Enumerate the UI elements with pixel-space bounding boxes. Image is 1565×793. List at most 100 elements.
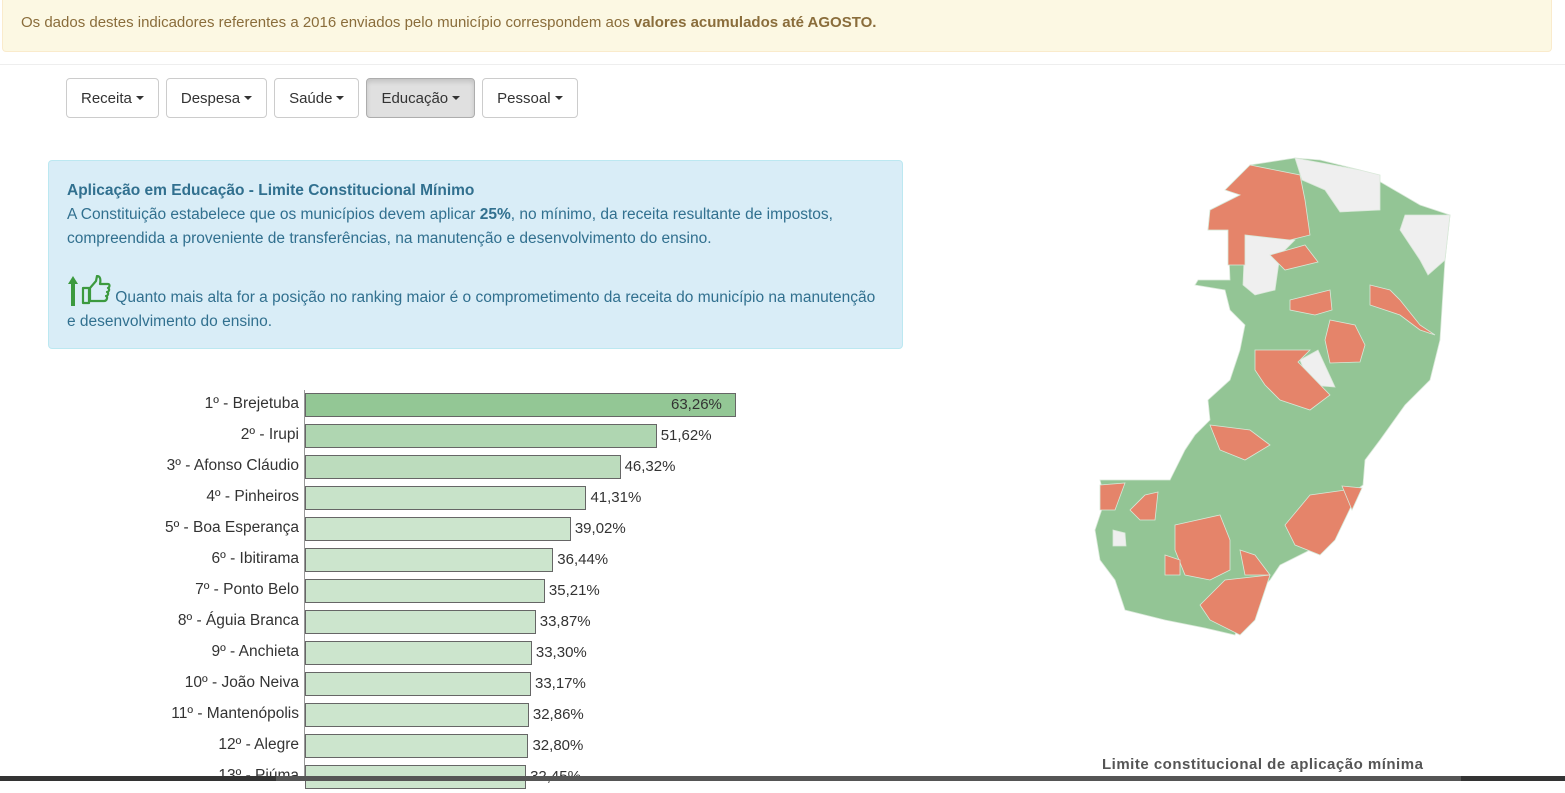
button-label: Despesa bbox=[180, 89, 241, 107]
ranking-bar-chart: 1º - Brejetuba 63,26% 2º - Irupi 51,62% 3º -… bbox=[0, 390, 900, 789]
caret-down-icon bbox=[336, 96, 345, 100]
category-menu: Receita Despesa Saúde Educação Pessoal bbox=[66, 78, 578, 118]
municipality-below-limit[interactable] bbox=[1174, 514, 1231, 581]
button-label: Saúde bbox=[289, 89, 333, 107]
alert-bold-text: valores acumulados até AGOSTO. bbox=[633, 14, 877, 31]
percentage: 25% bbox=[479, 206, 511, 223]
bar[interactable] bbox=[305, 734, 529, 758]
caret-down-icon bbox=[135, 96, 144, 100]
bar[interactable] bbox=[305, 672, 531, 696]
thumbs-up-icon bbox=[81, 275, 111, 305]
horizontal-scrollbar[interactable] bbox=[0, 776, 1565, 781]
text: , no mínimo, da receita resultante de im… bbox=[67, 206, 833, 247]
municipality-below-limit[interactable] bbox=[1199, 574, 1271, 636]
bar-label: 1º - Brejetuba bbox=[204, 395, 299, 412]
municipality-below-limit[interactable] bbox=[1254, 349, 1331, 411]
caret-down-icon bbox=[244, 96, 253, 100]
menu-educacao-button[interactable]: Educação bbox=[366, 78, 476, 118]
bar-row: 2º - Irupi 51,62% bbox=[0, 421, 900, 452]
municipality-below-limit[interactable] bbox=[1209, 424, 1271, 461]
bar-row: 4º - Pinheiros 41,31% bbox=[0, 483, 900, 514]
menu-receita-button[interactable]: Receita bbox=[66, 78, 159, 118]
menu-pessoal-button[interactable]: Pessoal bbox=[482, 78, 578, 118]
municipality-no-data[interactable] bbox=[1242, 234, 1296, 296]
bar[interactable] bbox=[305, 548, 554, 572]
bar[interactable] bbox=[305, 579, 545, 603]
bar-label: 8º - Águia Branca bbox=[177, 612, 299, 629]
bar-row: 9º - Anchieta 33,30% bbox=[0, 638, 900, 669]
info-panel: Aplicação em Educação - Limite Constituc… bbox=[48, 160, 903, 349]
bar-value-label: 32,80% bbox=[532, 737, 584, 754]
menu-saude-button[interactable]: Saúde bbox=[274, 78, 360, 118]
bar-row: 8º - Águia Branca 33,87% bbox=[0, 607, 900, 638]
bar-label: 3º - Afonso Cláudio bbox=[166, 457, 299, 474]
bar-label: 2º - Irupi bbox=[240, 426, 299, 443]
map-title: Limite constitucional de aplicação mínim… bbox=[1102, 756, 1424, 773]
municipality-no-data[interactable] bbox=[1294, 157, 1381, 213]
municipality-below-limit[interactable] bbox=[1269, 244, 1319, 271]
bar-label: 11º - Mantenópolis bbox=[171, 705, 299, 722]
ranking-hint: Quanto mais alta for a posição no rankin… bbox=[67, 275, 884, 334]
text: Quanto mais alta for a posição no rankin… bbox=[67, 289, 876, 330]
bar-row: 3º - Afonso Cláudio 46,32% bbox=[0, 452, 900, 483]
bar[interactable] bbox=[305, 424, 657, 448]
bar-row: 7º - Ponto Belo 35,21% bbox=[0, 576, 900, 607]
municipality-below-limit[interactable] bbox=[1341, 485, 1363, 512]
bar[interactable] bbox=[305, 610, 536, 634]
info-description: A Constituição estabelece que os municíp… bbox=[67, 203, 884, 251]
data-notice-alert: Os dados destes indicadores referentes a… bbox=[2, 0, 1552, 52]
bar-value-label: 51,62% bbox=[660, 427, 712, 444]
bar[interactable] bbox=[305, 455, 621, 479]
municipality-below-limit[interactable] bbox=[1324, 319, 1366, 364]
bar-label: 10º - João Neiva bbox=[184, 674, 299, 691]
arrow-up-icon bbox=[68, 276, 78, 306]
button-label: Pessoal bbox=[497, 89, 551, 107]
menu-despesa-button[interactable]: Despesa bbox=[165, 78, 268, 118]
y-axis-line bbox=[304, 390, 305, 781]
bar-value-label: 33,87% bbox=[539, 613, 591, 630]
bar-row: 10º - João Neiva 33,17% bbox=[0, 669, 900, 700]
bar-value-label: 33,30% bbox=[535, 644, 587, 661]
bar-label: 4º - Pinheiros bbox=[206, 488, 299, 505]
bar-value-label: 39,02% bbox=[574, 520, 626, 537]
municipality-no-data[interactable] bbox=[1399, 214, 1451, 276]
municipality-below-limit[interactable] bbox=[1207, 164, 1311, 266]
bar-row: 5º - Boa Esperança 39,02% bbox=[0, 514, 900, 545]
municipality-below-limit[interactable] bbox=[1369, 284, 1436, 336]
state-outline-region[interactable] bbox=[1094, 157, 1451, 636]
municipality-below-limit[interactable] bbox=[1289, 289, 1333, 316]
bar-label: 6º - Ibitirama bbox=[211, 550, 300, 567]
caret-down-icon bbox=[452, 96, 461, 100]
caret-down-icon bbox=[554, 96, 563, 100]
bar-value-label: 32,86% bbox=[532, 706, 584, 723]
bar-value-label: 41,31% bbox=[590, 489, 642, 506]
bar-value-label: 33,17% bbox=[534, 675, 586, 692]
municipality-below-limit[interactable] bbox=[1129, 491, 1159, 521]
button-label: Receita bbox=[81, 89, 132, 107]
municipality-below-limit[interactable] bbox=[1164, 554, 1181, 576]
text: A Constituição estabelece que os municíp… bbox=[67, 206, 480, 223]
bar[interactable] bbox=[305, 517, 571, 541]
bar[interactable] bbox=[305, 641, 532, 665]
bar-value-label: 63,26% bbox=[671, 396, 722, 413]
bar-row: 6º - Ibitirama 36,44% bbox=[0, 545, 900, 576]
state-choropleth-map bbox=[1094, 157, 1451, 636]
bar-label: 7º - Ponto Belo bbox=[195, 581, 299, 598]
bar-row: 12º - Alegre 32,80% bbox=[0, 731, 900, 762]
municipality-no-data[interactable] bbox=[1112, 529, 1127, 547]
scrollbar-thumb[interactable] bbox=[276, 776, 1461, 781]
alert-text: Os dados destes indicadores referentes a… bbox=[21, 14, 634, 31]
button-label: Educação bbox=[381, 89, 449, 107]
bar[interactable] bbox=[305, 703, 529, 727]
bar-value-label: 36,44% bbox=[557, 551, 609, 568]
municipality-below-limit[interactable] bbox=[1099, 482, 1126, 511]
bar[interactable] bbox=[305, 486, 587, 510]
bar[interactable] bbox=[305, 393, 736, 417]
divider bbox=[0, 64, 1565, 65]
bar-value-label: 46,32% bbox=[624, 458, 676, 475]
bar-row: 11º - Mantenópolis 32,86% bbox=[0, 700, 900, 731]
bar-row: 1º - Brejetuba 63,26% bbox=[0, 390, 900, 421]
bar-label: 5º - Boa Esperança bbox=[164, 519, 299, 536]
bar-label: 9º - Anchieta bbox=[211, 643, 299, 660]
bar-label: 12º - Alegre bbox=[218, 736, 299, 753]
